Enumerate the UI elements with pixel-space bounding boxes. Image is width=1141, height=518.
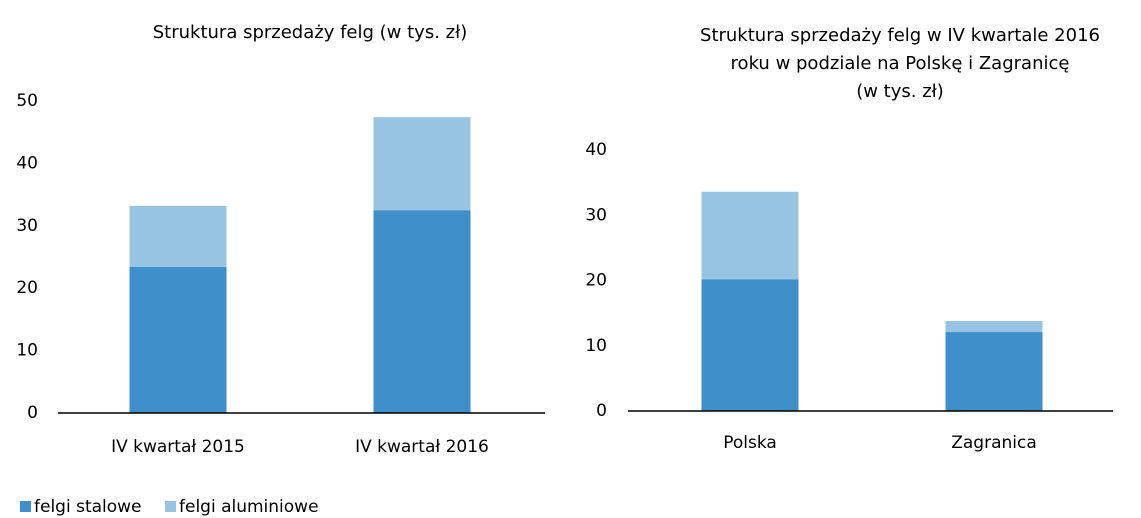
legend-swatch [20,501,31,512]
chart-title: Struktura sprzedaży felg w IV kwartale 2… [700,25,1100,46]
bar-segment [701,191,799,280]
legend-label: felgi stalowe [34,497,142,517]
y-tick-label: 50 [16,91,38,111]
legend-label: felgi aluminiowe [179,497,319,517]
x-tick-label: IV kwartał 2016 [355,437,489,457]
x-tick-label: Polska [723,433,777,453]
chart-title: (w tys. zł) [856,81,944,102]
bar-segment [373,117,471,211]
y-tick-label: 30 [16,216,38,236]
y-tick-label: 10 [585,336,607,356]
y-tick-label: 0 [596,401,607,421]
bar-segment [945,332,1043,411]
y-tick-label: 0 [27,403,38,423]
y-tick-label: 10 [16,341,38,361]
x-tick-label: Zagranica [951,433,1037,453]
y-tick-label: 20 [16,278,38,298]
y-tick-label: 40 [16,153,38,173]
y-tick-label: 40 [585,140,607,160]
bar-segment [945,320,1043,333]
y-tick-label: 20 [585,271,607,291]
bar-segment [129,266,227,413]
bar-segment [129,205,227,267]
legend-swatch [165,501,176,512]
bar-segment [373,210,471,413]
chart-title: roku w podziale na Polskę i Zagranicę [731,53,1070,74]
x-tick-label: IV kwartał 2015 [111,437,245,457]
chart-title: Struktura sprzedaży felg (w tys. zł) [153,22,467,43]
y-tick-label: 30 [585,205,607,225]
bar-segment [701,279,799,411]
